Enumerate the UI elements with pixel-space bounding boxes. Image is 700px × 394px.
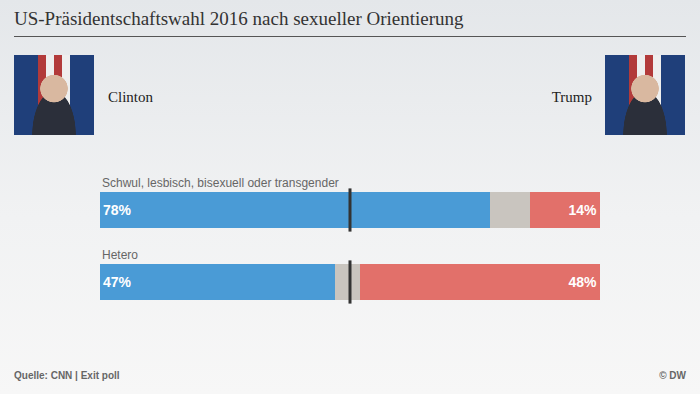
html-text:US-Präsidentschaftswahl 2016 n: US-Präsidentschaftswahl 2016 nach sexuel… — [14, 8, 464, 29]
svg-text:48%: 48% — [568, 274, 597, 290]
svg-text:78%: 78% — [103, 202, 132, 218]
html-text:Trump: Trump — [551, 89, 592, 105]
svg-text:Hetero: Hetero — [102, 248, 138, 262]
svg-text:14%: 14% — [568, 202, 597, 218]
svg-text:47%: 47% — [103, 274, 132, 290]
svg-text:Schwul, lesbisch, bisexuell od: Schwul, lesbisch, bisexuell oder transge… — [102, 176, 339, 190]
html-text:© DW: © DW — [659, 370, 686, 381]
html-text:Quelle: CNN | Exit poll: Quelle: CNN | Exit poll — [14, 370, 120, 381]
html-text:Clinton: Clinton — [108, 89, 153, 105]
